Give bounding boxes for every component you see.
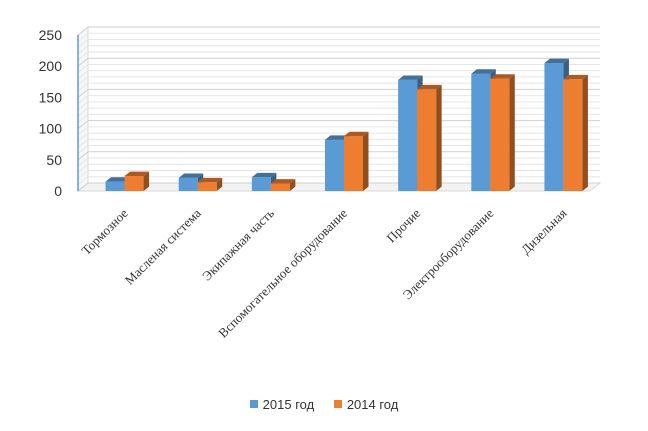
x-tick-label: Экипажная часть — [199, 205, 277, 283]
legend-label-series-1: 2014 год — [346, 396, 399, 412]
gridline — [77, 38, 600, 48]
gridline — [77, 107, 600, 117]
gridline — [77, 57, 600, 67]
gridline — [77, 26, 600, 36]
bars — [105, 58, 588, 192]
x-tick-label: Дизельная — [518, 206, 570, 258]
legend-item-series-1: 2014 год — [333, 396, 399, 412]
bar-series-1 — [124, 171, 150, 191]
bar-series-1 — [563, 74, 588, 191]
x-tick-label: Тормозное — [78, 205, 130, 257]
y-axis-ticks: 0 50 100 150 200 250 — [39, 27, 63, 199]
y-tick-label: 150 — [39, 89, 63, 105]
bar-series-1 — [417, 84, 442, 191]
gridline — [77, 126, 600, 136]
y-tick-label: 200 — [39, 58, 63, 74]
bar-series-1 — [490, 74, 515, 191]
legend: 2015 год 2014 год — [0, 396, 648, 412]
legend-swatch-series-1 — [333, 400, 342, 408]
bar-series-1 — [197, 177, 223, 191]
gridline — [77, 51, 600, 61]
y-tick-label: 250 — [39, 27, 63, 43]
gridline — [77, 120, 600, 129]
x-tick-label: Масленая система — [122, 205, 204, 287]
gridline — [77, 101, 600, 111]
gridline — [77, 63, 600, 73]
gridline — [77, 95, 600, 105]
bar-series-1 — [344, 131, 369, 191]
x-tick-label: Прочие — [383, 205, 423, 245]
gridline — [77, 45, 600, 55]
legend-label-series-0: 2015 год — [262, 396, 315, 412]
bar-series-1 — [270, 179, 296, 191]
gridline — [77, 70, 600, 80]
x-tick-label: Вспомогательное оборудование — [215, 205, 350, 340]
y-tick-label: 0 — [54, 183, 62, 199]
gridline — [77, 82, 600, 92]
legend-swatch-series-0 — [249, 400, 258, 408]
legend-item-series-0: 2015 год — [249, 396, 315, 412]
gridline — [77, 32, 600, 42]
gridline — [77, 88, 600, 98]
gridline — [77, 76, 600, 86]
gridline — [77, 113, 600, 123]
y-tick-label: 100 — [39, 121, 63, 137]
y-tick-label: 50 — [46, 152, 62, 168]
